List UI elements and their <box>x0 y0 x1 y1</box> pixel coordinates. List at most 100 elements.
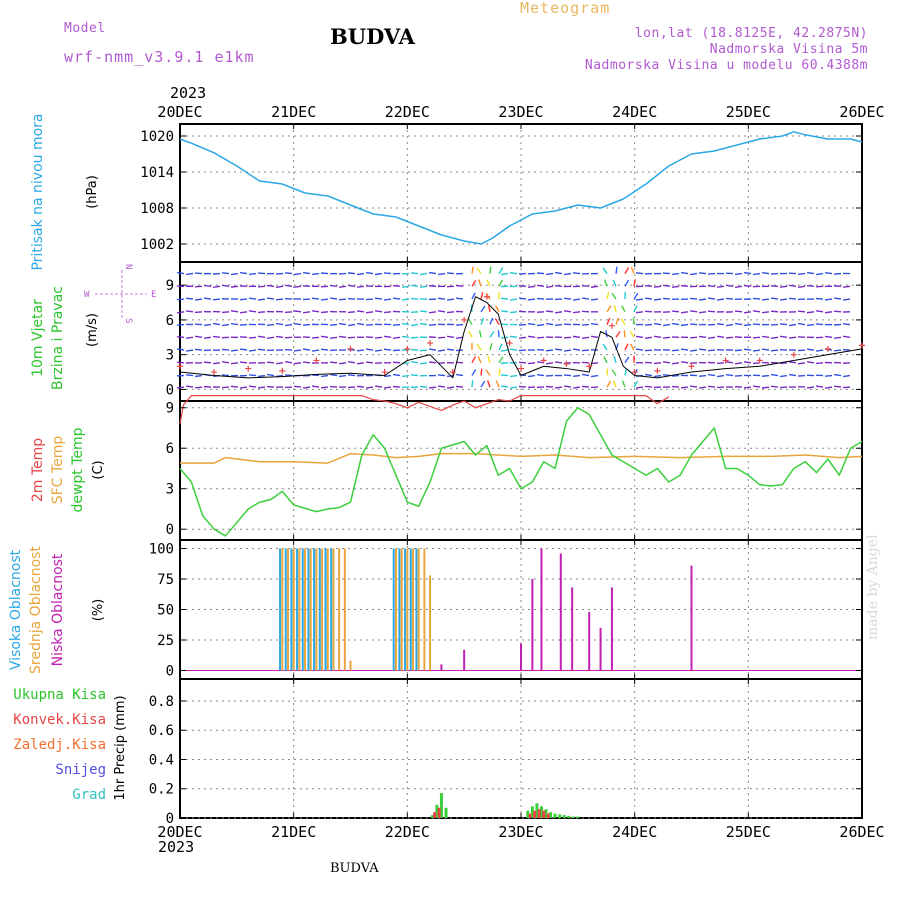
wind-arrow <box>471 380 474 388</box>
precip-bar <box>567 815 571 818</box>
wind-arrow <box>489 266 492 274</box>
wind-arrow <box>176 348 185 351</box>
wind-arrow <box>495 380 500 388</box>
wind-arrow <box>284 348 293 351</box>
precip-bar <box>444 807 448 818</box>
wind-arrow <box>455 336 464 340</box>
wind-arrow <box>797 285 806 289</box>
wind-gust-marker <box>563 360 570 367</box>
wind-arrow <box>572 298 581 301</box>
wind-arrow <box>644 373 653 377</box>
wind-arrow <box>266 323 275 326</box>
wind-arrow <box>842 285 851 288</box>
wind-arrow <box>446 272 455 275</box>
wind-arrow <box>563 362 572 364</box>
sfc-temp-line <box>180 452 863 464</box>
wind-arrow <box>329 385 338 388</box>
precip-ytick-label: 0.4 <box>149 752 174 768</box>
wind-arrow <box>527 298 536 301</box>
wind-arrow <box>707 336 716 340</box>
wind-arrow <box>419 385 428 388</box>
wind-arrow <box>185 336 194 339</box>
wind-arrow <box>329 373 338 377</box>
wind-arrow <box>480 368 483 376</box>
wind-arrow <box>671 310 680 313</box>
wind-arrow <box>266 284 275 288</box>
precip-bar <box>433 812 437 818</box>
wind-arrow <box>698 272 707 275</box>
wind-arrow <box>230 362 239 365</box>
wind-arrow <box>293 310 302 313</box>
wind-arrow <box>563 385 572 388</box>
wind-arrow <box>545 385 554 388</box>
wind-arrow <box>698 298 707 301</box>
wind-arrow <box>581 336 590 340</box>
temp-label-1: 2m Temp <box>30 438 46 502</box>
wind-arrow <box>194 298 203 301</box>
wind-arrow <box>563 297 572 300</box>
wind-arrow <box>419 285 428 288</box>
wind-arrow <box>788 361 797 364</box>
wind-arrow <box>419 322 428 326</box>
wind-arrow <box>635 311 644 314</box>
wind-gust-marker <box>506 340 513 347</box>
wind-arrow <box>509 348 518 351</box>
wind-arrow <box>815 272 824 276</box>
wind-arrow <box>320 374 329 378</box>
wind-arrow <box>621 380 626 388</box>
wind-arrow <box>545 310 554 313</box>
precip-bar <box>576 816 580 818</box>
wind-arrow <box>311 297 320 300</box>
wind-arrow <box>275 322 284 326</box>
wind-arrow <box>329 323 338 326</box>
wind-arrow <box>842 323 851 326</box>
wind-arrow <box>239 298 248 301</box>
wind-gust-marker <box>824 345 831 352</box>
wind-gust-marker <box>461 316 468 323</box>
wind-arrow <box>446 386 455 389</box>
dewpt-line <box>179 406 863 537</box>
wind-gust-marker <box>381 369 388 376</box>
wind-arrow <box>743 323 752 327</box>
wind-arrow <box>500 385 509 388</box>
wind-arrow <box>500 272 509 276</box>
wind-arrow <box>680 386 689 389</box>
xtick-label-bottom: 26DEC <box>839 823 884 841</box>
wind-arrow <box>500 374 509 377</box>
wind-gust-marker <box>404 345 411 352</box>
wind-arrow <box>604 279 608 287</box>
wind-arrow <box>401 335 410 338</box>
wind-arrow <box>392 284 401 288</box>
wind-arrow <box>320 335 329 338</box>
wind-arrow <box>329 336 338 340</box>
precip-label-5: Grad <box>72 787 106 803</box>
wind-arrow <box>383 374 392 378</box>
wind-gust-marker <box>518 365 524 372</box>
wind-arrow <box>467 318 473 325</box>
wind-arrow <box>347 311 356 314</box>
wind-arrow <box>383 311 392 314</box>
wind-arrow <box>509 374 518 378</box>
wind-arrow <box>788 284 797 288</box>
wind-arrow <box>320 272 329 275</box>
wind-name-label-1: 10m Vjetar <box>30 299 46 377</box>
wind-arrow <box>302 311 311 314</box>
wind-arrow <box>563 336 572 339</box>
wind-arrow <box>185 374 194 377</box>
wind-arrow <box>471 292 476 300</box>
wind-arrow <box>615 266 618 274</box>
wind-arrow <box>752 272 761 276</box>
wind-arrow <box>572 374 581 378</box>
wind-arrow <box>500 310 509 313</box>
cloud-ytick-label: 0 <box>166 663 174 679</box>
wind-arrow <box>437 272 446 276</box>
wind-arrow <box>779 362 788 365</box>
precip-bar <box>439 793 443 818</box>
wind-arrow <box>248 310 257 313</box>
wind-arrow <box>671 385 680 388</box>
precip-bar <box>530 806 534 818</box>
precip-bar <box>558 814 562 818</box>
wind-arrow <box>311 349 320 352</box>
precip-bar <box>546 813 550 818</box>
precip-bar <box>435 804 439 818</box>
